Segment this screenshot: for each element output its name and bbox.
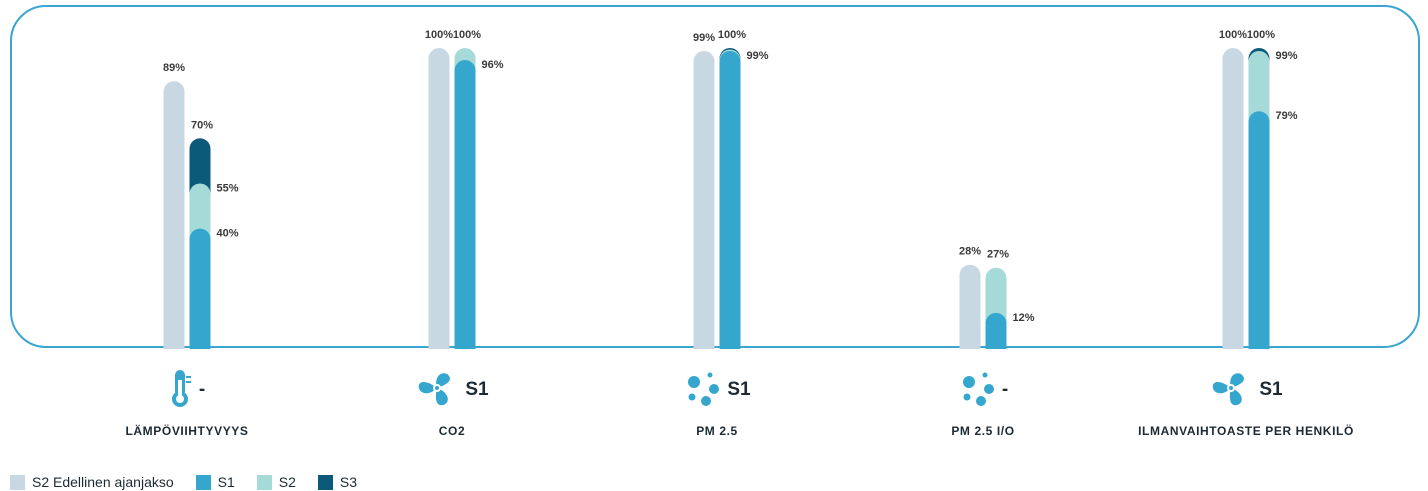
- category-3: S1 PM 2.5: [567, 368, 867, 438]
- label-previous: 100%: [425, 29, 453, 41]
- category-rating: -: [1001, 379, 1009, 400]
- chart-frame: [10, 5, 1420, 348]
- bar-s1: [985, 312, 1007, 349]
- category-4: - PM 2.5 I/O: [833, 368, 1133, 438]
- legend-swatch: [256, 474, 272, 490]
- label-s3: 100%: [1247, 29, 1275, 41]
- legend-item-s2: S2: [256, 474, 296, 490]
- label-s1: 79%: [1276, 110, 1298, 122]
- particles-icon: [958, 368, 998, 413]
- label-s1: 40%: [217, 228, 239, 240]
- legend-label: S2 Edellinen ajanjakso: [32, 474, 174, 490]
- label-s3: 100%: [718, 29, 746, 41]
- bar-s1: [454, 60, 476, 349]
- category-1: - LÄMPÖVIIHTYVYYS: [37, 368, 337, 438]
- label-s1: 99%: [747, 50, 769, 62]
- label-previous: 99%: [693, 32, 715, 44]
- legend-label: S1: [217, 474, 235, 490]
- category-rating: S1: [1259, 379, 1283, 400]
- bar-previous: [428, 48, 450, 350]
- bar-s1: [1248, 111, 1270, 350]
- thermometer-icon: [169, 368, 195, 413]
- category-name: PM 2.5: [696, 424, 738, 438]
- label-s2: 99%: [1276, 50, 1298, 62]
- legend-swatch: [10, 474, 25, 490]
- particles-icon: [683, 368, 723, 413]
- label-previous: 89%: [163, 62, 185, 74]
- category-name: CO2: [438, 424, 466, 438]
- label-s3: 70%: [191, 119, 213, 131]
- legend-swatch: [195, 474, 211, 490]
- label-previous: 28%: [959, 246, 981, 258]
- bar-chart: 89%70%55%40%100% 100%96%99% 100%99%28% 27%1…: [163, 29, 1298, 350]
- fan-icon: [415, 368, 461, 413]
- category-name: LÄMPÖVIIHTYVYYS: [125, 424, 249, 438]
- bar-previous: [1222, 48, 1244, 350]
- category-name: ILMANVAIHTOASTE PER HENKILÖ: [1138, 424, 1354, 438]
- category-rating: -: [198, 379, 206, 400]
- label-s1: 96%: [482, 59, 504, 71]
- legend-label: S2: [278, 474, 296, 490]
- category-name: PM 2.5 I/O: [951, 424, 1015, 438]
- legend-item-s3: S3: [317, 474, 358, 490]
- fan-icon: [1209, 368, 1255, 413]
- label-previous: 100%: [1219, 29, 1247, 41]
- legend-label: S3: [339, 474, 358, 490]
- label-s2: 100%: [453, 29, 481, 41]
- bar-previous: [163, 81, 185, 350]
- bar-s1: [719, 51, 741, 349]
- bar-s1: [189, 228, 211, 349]
- label-s1: 12%: [1013, 312, 1035, 324]
- category-rating: S1: [465, 379, 489, 400]
- legend: S2 Edellinen ajanjakso S1 S2 S3: [10, 474, 379, 490]
- label-s2: 55%: [217, 182, 239, 194]
- bar-previous: [959, 264, 981, 349]
- category-2: S1 CO2: [302, 368, 602, 438]
- category-rating: S1: [727, 379, 751, 400]
- legend-item-previous: S2 Edellinen ajanjakso: [10, 474, 174, 490]
- bar-previous: [693, 51, 715, 349]
- legend-swatch: [317, 474, 333, 490]
- legend-item-s1: S1: [195, 474, 235, 490]
- label-s2: 27%: [987, 249, 1009, 261]
- category-5: S1 ILMANVAIHTOASTE PER HENKILÖ: [1096, 368, 1396, 438]
